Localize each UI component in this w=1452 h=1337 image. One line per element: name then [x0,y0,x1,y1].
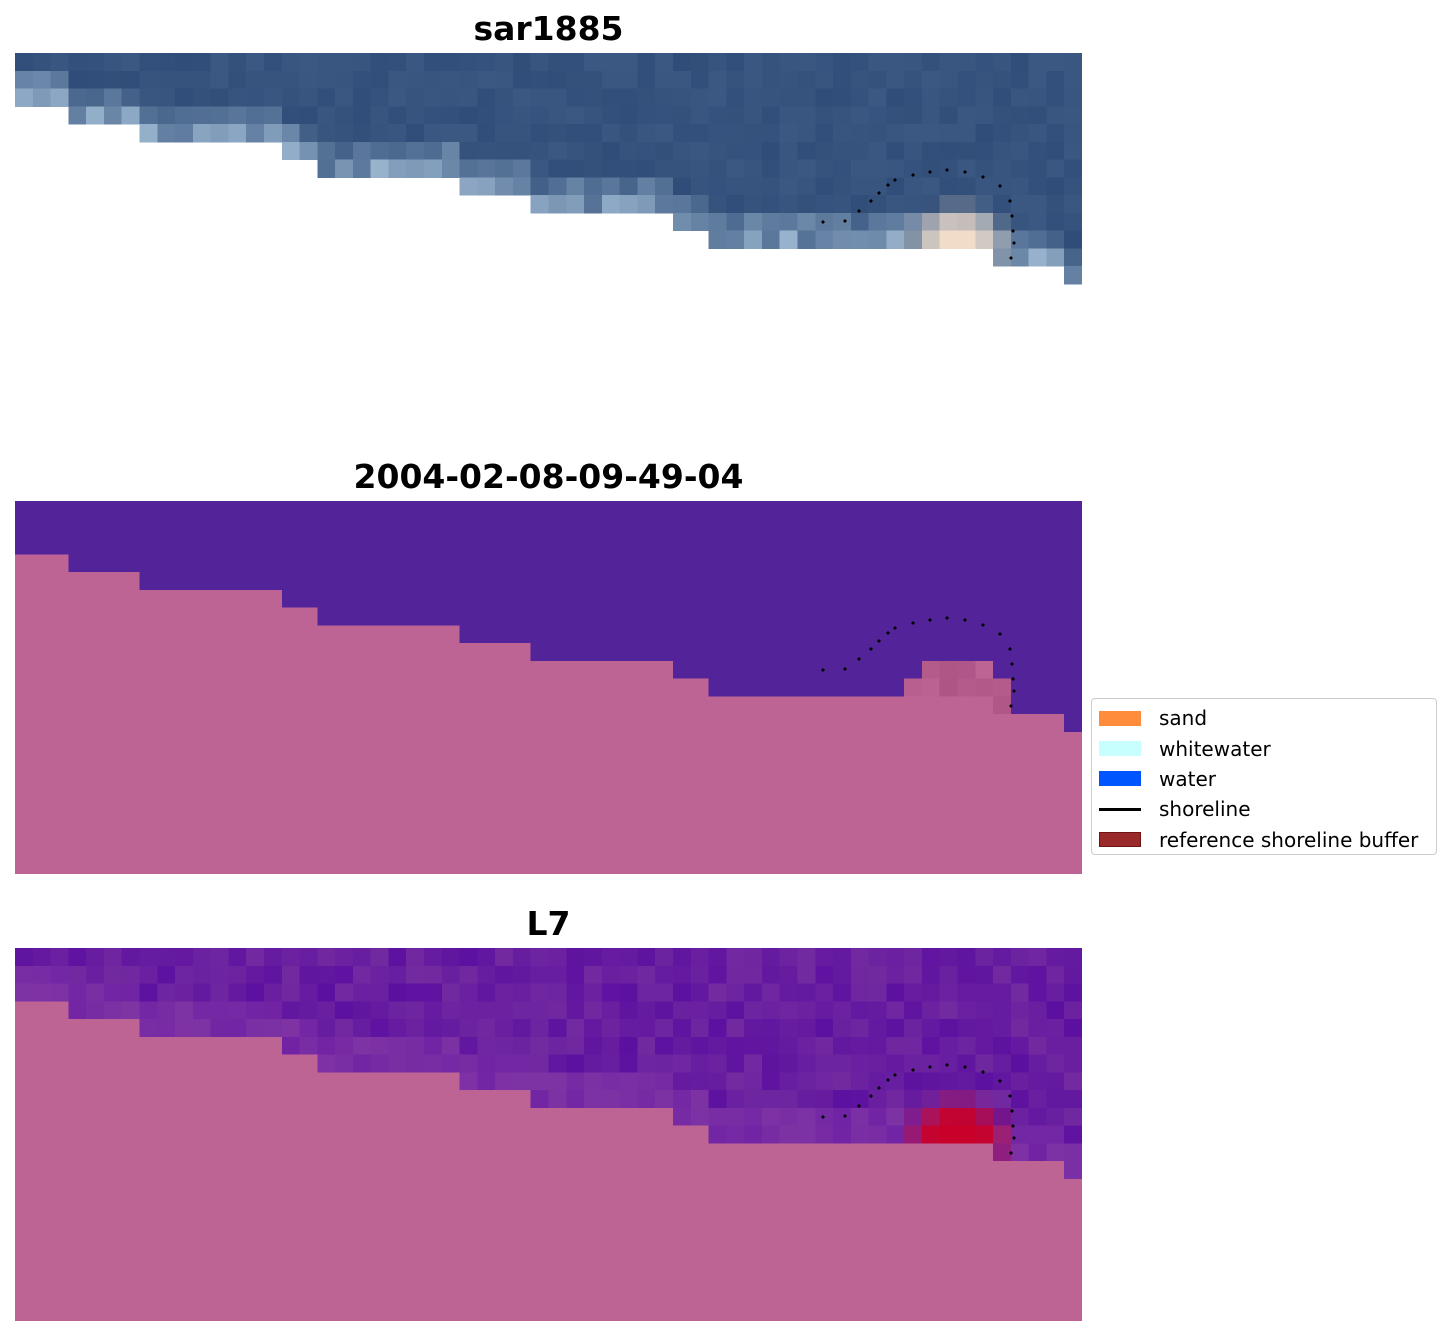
legend-label-reference-buffer: reference shoreline buffer [1159,827,1419,852]
legend-item-whitewater: whitewater [1099,733,1436,763]
legend-item-reference-buffer: reference shoreline buffer [1099,825,1436,855]
panel-rgb-image [15,53,1082,285]
legend-line-shoreline [1099,807,1141,811]
mndwi-pixels [15,948,1082,1321]
legend-label-water: water [1159,766,1216,791]
legend-item-shoreline: shoreline [1099,794,1436,824]
classified-pixels [15,501,1082,874]
legend-item-sand: sand [1099,703,1436,733]
legend-label-sand: sand [1159,706,1208,731]
legend-item-water: water [1099,764,1436,794]
legend: sand whitewater water shoreline referenc… [1091,698,1437,855]
panel-title-mndwi: L7 [526,904,571,943]
legend-swatch-whitewater [1099,741,1141,757]
legend-label-shoreline: shoreline [1159,797,1251,822]
rgb-pixels [15,53,1082,285]
panel-mndwi-image [15,948,1082,1321]
panel-classified-image [15,501,1082,874]
legend-swatch-water [1099,771,1141,787]
shoreline-dots [821,1063,1016,1155]
panel-title-classified: 2004-02-08-09-49-04 [353,457,744,496]
shoreline-dots [821,616,1016,708]
legend-swatch-reference-buffer [1099,832,1141,848]
legend-label-whitewater: whitewater [1159,736,1271,761]
panel-title-rgb: sar1885 [473,9,624,48]
shoreline-dots [821,168,1016,260]
legend-swatch-sand [1099,710,1141,726]
